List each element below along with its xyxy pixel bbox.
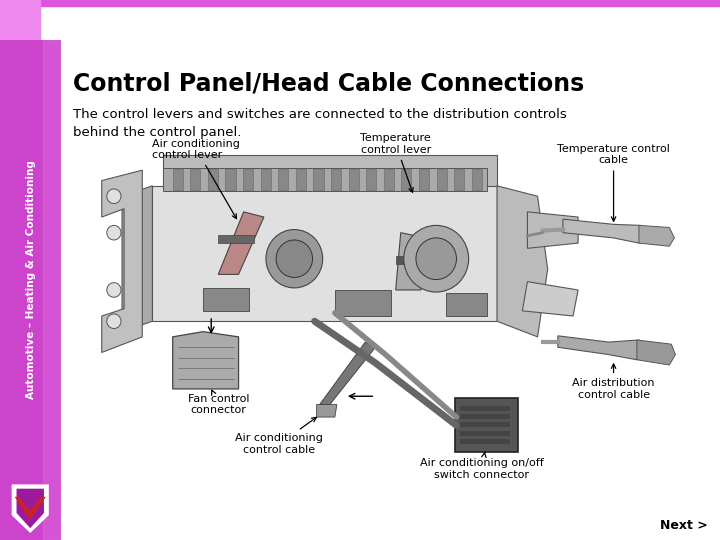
- Polygon shape: [528, 212, 578, 248]
- Text: Air conditioning on/off
switch connector: Air conditioning on/off switch connector: [420, 453, 544, 480]
- Bar: [243, 169, 253, 190]
- Bar: [335, 290, 390, 316]
- Bar: [459, 430, 510, 436]
- Bar: [459, 406, 510, 411]
- Bar: [459, 422, 510, 428]
- Bar: [331, 169, 341, 190]
- Circle shape: [266, 230, 323, 288]
- Text: Control Panel/Head Cable Connections: Control Panel/Head Cable Connections: [73, 71, 585, 95]
- Text: The control levers and switches are connected to the distribution controls
behin: The control levers and switches are conn…: [73, 107, 567, 139]
- Bar: [419, 169, 429, 190]
- Bar: [446, 293, 487, 316]
- Bar: [278, 169, 288, 190]
- Polygon shape: [102, 170, 143, 353]
- Bar: [396, 255, 428, 264]
- Polygon shape: [173, 332, 238, 389]
- Circle shape: [416, 238, 456, 280]
- Circle shape: [107, 225, 121, 240]
- Bar: [454, 169, 464, 190]
- Text: Fan control
connector: Fan control connector: [187, 390, 249, 415]
- Bar: [366, 169, 377, 190]
- Polygon shape: [12, 484, 49, 533]
- Bar: [436, 169, 446, 190]
- Bar: [472, 169, 482, 190]
- Polygon shape: [558, 336, 641, 360]
- Bar: [173, 169, 183, 190]
- Text: Next >: Next >: [660, 518, 708, 532]
- Text: Air conditioning
control cable: Air conditioning control cable: [235, 417, 323, 455]
- Bar: [261, 169, 271, 190]
- Bar: [218, 235, 253, 243]
- Bar: [384, 169, 394, 190]
- Bar: [459, 439, 510, 444]
- Bar: [313, 169, 323, 190]
- Bar: [225, 169, 235, 190]
- Bar: [401, 169, 411, 190]
- Circle shape: [107, 189, 121, 204]
- Bar: [163, 168, 487, 191]
- Bar: [0, 0, 720, 6]
- Polygon shape: [218, 212, 264, 274]
- Bar: [190, 169, 200, 190]
- Bar: [296, 169, 306, 190]
- Text: Air conditioning
control lever: Air conditioning control lever: [153, 139, 240, 219]
- Polygon shape: [163, 154, 497, 196]
- Polygon shape: [320, 342, 375, 404]
- Circle shape: [107, 314, 121, 328]
- Bar: [208, 169, 218, 190]
- Bar: [459, 414, 510, 419]
- Polygon shape: [637, 340, 675, 365]
- Polygon shape: [639, 225, 675, 246]
- Circle shape: [404, 225, 469, 292]
- FancyBboxPatch shape: [456, 399, 518, 453]
- Bar: [348, 169, 359, 190]
- Circle shape: [107, 282, 121, 298]
- Polygon shape: [523, 282, 578, 316]
- Polygon shape: [396, 233, 426, 290]
- Text: Air distribution
control cable: Air distribution control cable: [572, 364, 654, 400]
- Polygon shape: [317, 404, 337, 417]
- Polygon shape: [153, 186, 497, 321]
- Bar: [203, 288, 248, 311]
- Bar: [43, 40, 61, 540]
- Polygon shape: [563, 219, 644, 243]
- Polygon shape: [122, 186, 153, 332]
- Polygon shape: [17, 489, 44, 528]
- Polygon shape: [14, 497, 46, 519]
- Text: Temperature
control lever: Temperature control lever: [360, 133, 431, 192]
- Text: Automotive – Heating & Air Conditioning: Automotive – Heating & Air Conditioning: [26, 160, 35, 400]
- Circle shape: [276, 240, 312, 278]
- Bar: [0, 0, 40, 40]
- Text: Temperature control
cable: Temperature control cable: [557, 144, 670, 221]
- Text: 4. Air Distribution Control: 4. Air Distribution Control: [43, 16, 246, 30]
- Polygon shape: [497, 186, 548, 337]
